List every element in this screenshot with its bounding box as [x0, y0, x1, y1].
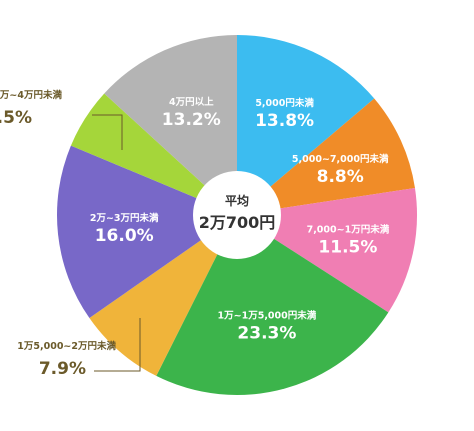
slice-label-5: 2万~3万円未満 [90, 212, 159, 224]
pie-slice-6 [70, 93, 237, 215]
pie-slice-7 [104, 34, 237, 215]
slice-label-6: 3万~4万円未満 [0, 89, 62, 101]
pie-slice-4 [89, 215, 237, 376]
slice-value-3: 23.3% [237, 323, 296, 343]
pie-slice-2 [237, 187, 418, 313]
slice-value-1: 8.8% [317, 167, 364, 187]
slice-label-2: 7,000~1万円未満 [307, 224, 390, 236]
slice-value-2: 11.5% [318, 238, 377, 258]
pie-slice-3 [156, 215, 389, 395]
pie-slice-1 [237, 98, 415, 215]
slice-label-3: 1万~1万5,000円未満 [218, 309, 317, 321]
slice-label-0: 5,000円未満 [255, 97, 314, 109]
pie-slice-5 [56, 145, 238, 319]
slice-label-1: 5,000~7,000円未満 [292, 153, 389, 165]
slice-value-7: 13.2% [162, 110, 221, 130]
leader-line-6 [92, 114, 123, 150]
slice-label-4: 1万5,000~2万円未満 [17, 340, 116, 352]
slice-label-7: 4万円以上 [169, 96, 214, 108]
slice-value-0: 13.8% [255, 111, 314, 131]
slice-value-4: 7.9% [39, 359, 86, 379]
center-value: 2万700円 [199, 213, 276, 232]
slice-value-6: 5.5% [0, 108, 32, 128]
leader-line-4 [94, 318, 141, 372]
center-hole [193, 171, 281, 259]
center-title: 平均 [225, 193, 249, 208]
slice-value-5: 16.0% [95, 226, 154, 246]
pie-slice-0 [237, 35, 375, 215]
